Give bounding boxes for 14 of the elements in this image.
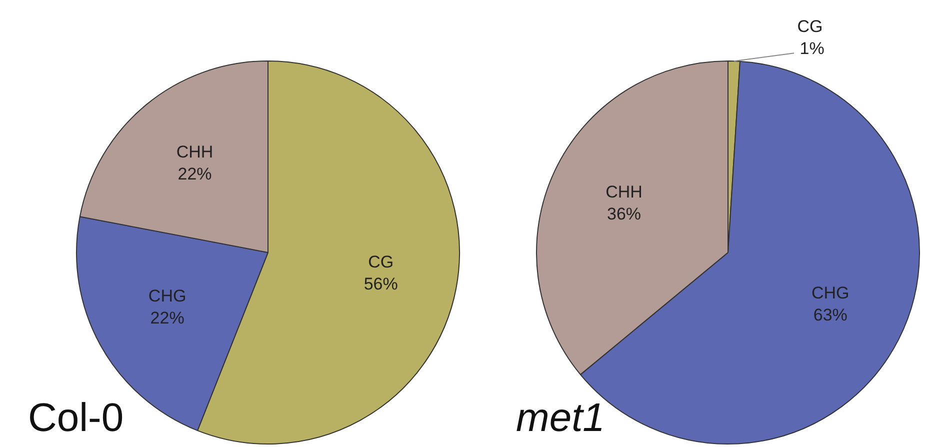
data-label: 56% (364, 274, 398, 294)
slice-label: CHH (176, 142, 214, 162)
data-label: 63% (813, 305, 848, 324)
slice-label: CHG (148, 286, 186, 306)
data-label: 1% (800, 38, 824, 58)
data-label: 36% (607, 204, 642, 224)
text: met1 (516, 396, 605, 441)
data-label: 22% (178, 164, 212, 184)
slice-label: CHH (606, 182, 642, 202)
slice-label: CHG (811, 283, 850, 302)
slice-label: CG (368, 252, 394, 272)
slice-label: CG (797, 16, 823, 36)
data-label: 22% (150, 308, 184, 328)
text: Col-0 (28, 396, 124, 441)
